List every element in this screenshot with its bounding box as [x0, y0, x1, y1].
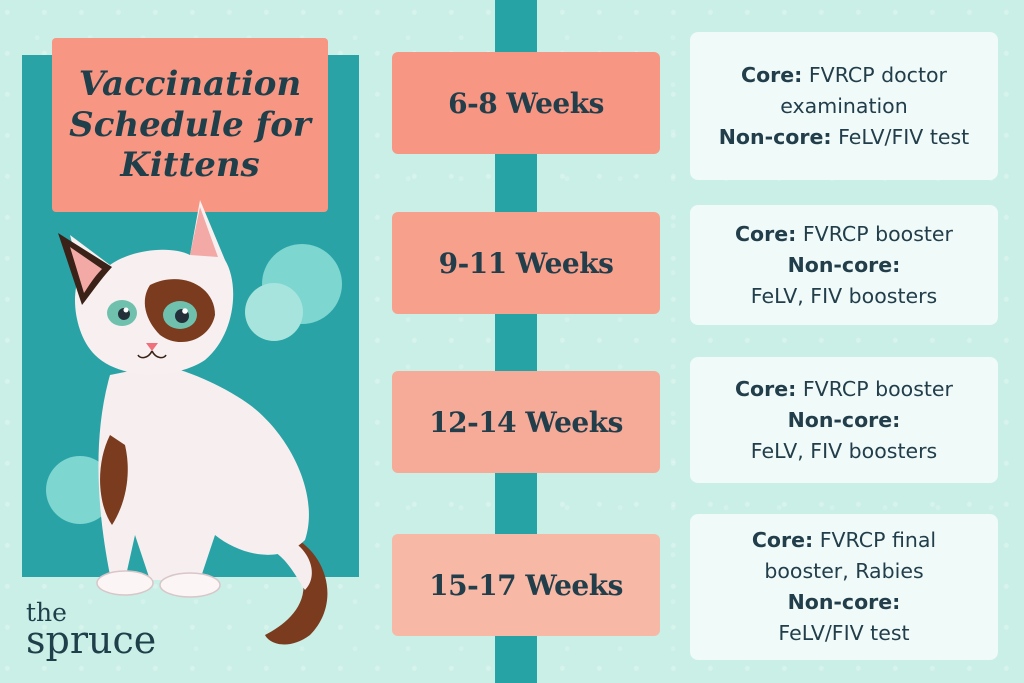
kitten-illustration: [58, 200, 328, 645]
title-box: Vaccination Schedule for Kittens: [52, 38, 328, 212]
info-line: booster, Rabies: [764, 559, 924, 583]
info-line: Core: FVRCP booster: [735, 221, 953, 246]
stage-card: 15-17 Weeks: [392, 534, 660, 636]
info-line: Core: FVRCP final: [751, 528, 937, 552]
info-line: FeLV/FIV test: [778, 621, 910, 645]
info-line: Non-core:: [787, 407, 901, 432]
info-line: Non-core:: [787, 252, 901, 277]
info-line: Core: FVRCP doctor: [741, 62, 947, 87]
stage-label: 12-14 Weeks: [429, 405, 623, 439]
info-line: Non-core:: [787, 590, 901, 614]
stage-card: 9-11 Weeks: [392, 212, 660, 314]
stage-label: 15-17 Weeks: [429, 568, 623, 602]
info-card: Core: FVRCP booster Non-core: FeLV, FIV …: [690, 357, 998, 483]
info-line: Non-core: FeLV/FIV test: [718, 124, 970, 149]
info-card: Core: FVRCP booster Non-core: FeLV, FIV …: [690, 205, 998, 325]
brand-logo-line2: spruce: [26, 618, 157, 662]
stage-card: 6-8 Weeks: [392, 52, 660, 154]
info-card: Core: FVRCP final booster, Rabies Non-co…: [690, 514, 998, 660]
stage-card: 12-14 Weeks: [392, 371, 660, 473]
info-line: FeLV, FIV boosters: [750, 283, 938, 308]
info-line: examination: [780, 93, 908, 118]
stage-label: 9-11 Weeks: [438, 246, 614, 280]
info-card: Core: FVRCP doctor examination Non-core:…: [690, 32, 998, 180]
stage-label: 6-8 Weeks: [448, 86, 604, 120]
brand-logo-line1: the: [26, 598, 67, 627]
info-line: Core: FVRCP booster: [735, 376, 953, 401]
page-title: Vaccination Schedule for Kittens: [69, 63, 311, 186]
bubble-decoration: [245, 283, 303, 341]
brand-logo: the spruce: [26, 600, 156, 659]
info-line: FeLV, FIV boosters: [750, 438, 938, 463]
